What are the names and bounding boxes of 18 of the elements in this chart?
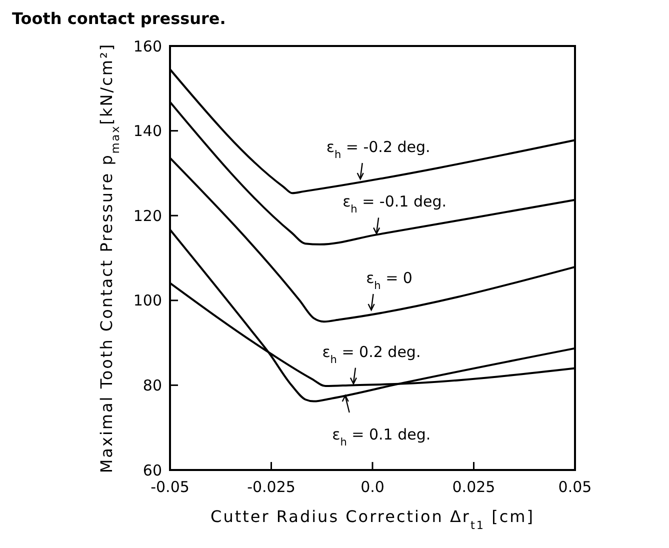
y-tick-label: 140 (133, 122, 162, 140)
x-tick-label: 0.0 (360, 478, 384, 496)
annotation: ε$_{h}$ = -0.1 deg. (342, 192, 447, 216)
y-tick-label: 80 (142, 376, 162, 394)
x-tick-label: 0.05 (558, 478, 592, 496)
x-axis-title: Cutter Radius Correction Δr$_{t1}$ [cm] (210, 507, 534, 532)
annotation: ε$_{h}$ = 0 (366, 269, 412, 292)
annotation: ε$_{h}$ = -0.2 deg. (326, 138, 430, 161)
annotation: ε$_{h}$ = 0.1 deg. (332, 426, 431, 449)
y-tick-label: 160 (133, 37, 162, 56)
y-tick-label: 100 (133, 292, 162, 310)
x-tick-label: 0.025 (452, 478, 496, 496)
y-tick-label: 60 (142, 461, 162, 480)
chart-title: Tooth contact pressure. (12, 9, 226, 28)
annotation: ε$_{h}$ = 0.2 deg. (322, 342, 421, 366)
y-tick-label: 120 (133, 206, 162, 225)
x-tick-label: -0.025 (247, 478, 296, 496)
x-tick-label: -0.05 (150, 478, 190, 496)
